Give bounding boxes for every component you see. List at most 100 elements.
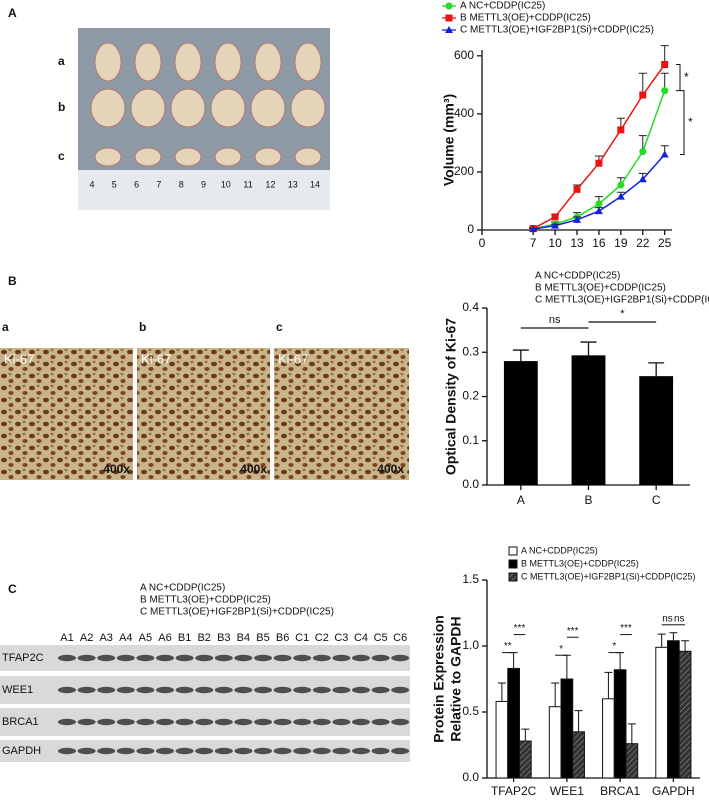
sig-bracket xyxy=(676,64,681,92)
x-tick-label: A xyxy=(517,493,525,507)
band xyxy=(156,747,174,755)
band xyxy=(371,747,390,755)
band xyxy=(273,747,292,755)
sig-label: * xyxy=(620,308,625,320)
x-tick-label: 7 xyxy=(530,236,537,250)
band xyxy=(371,654,390,662)
y-axis-label: Protein Expression xyxy=(431,615,447,743)
sig-label: *** xyxy=(620,623,632,634)
band xyxy=(214,686,233,694)
band xyxy=(332,718,351,726)
x-tick-label: C xyxy=(652,493,661,507)
legend-label: C METTL3(OE)+IGF2BP1(Si)+CDDP(IC25) xyxy=(460,25,654,36)
band xyxy=(214,654,233,662)
magnification: 400x xyxy=(377,462,404,476)
data-point xyxy=(661,61,669,69)
y-tick-label: 0.2 xyxy=(462,389,479,403)
lane-label: B1 xyxy=(178,632,191,644)
legend-swatch xyxy=(508,572,518,582)
ruler-number: 10 xyxy=(221,179,231,189)
data-point xyxy=(616,192,625,200)
band xyxy=(116,747,135,755)
error-bar xyxy=(604,671,613,699)
band xyxy=(332,654,351,662)
band xyxy=(77,654,96,662)
tumor xyxy=(290,88,326,128)
ihc-images xyxy=(0,348,409,480)
band xyxy=(234,686,253,694)
sig-label: *** xyxy=(567,626,579,637)
band xyxy=(156,654,174,662)
y-axis-label: Volume (mm³) xyxy=(441,94,457,186)
lane-label: C2 xyxy=(315,632,329,644)
band xyxy=(116,718,135,726)
sig-label: ns xyxy=(674,613,685,624)
x-tick-label: 0 xyxy=(479,236,486,250)
band xyxy=(58,718,76,726)
data-point xyxy=(573,185,581,193)
bar xyxy=(548,706,562,779)
ruler-number: 8 xyxy=(179,179,184,189)
ruler-number: 7 xyxy=(156,179,161,189)
data-point xyxy=(639,91,647,99)
y-tick-label: 0.0 xyxy=(462,477,479,491)
sig-label: ns xyxy=(549,314,561,326)
tumor xyxy=(294,42,322,82)
legend-marker xyxy=(445,26,453,33)
ruler-number: 4 xyxy=(89,179,94,189)
bar xyxy=(655,646,669,779)
row-label: a xyxy=(58,54,65,68)
band xyxy=(254,654,272,662)
lane-label: C5 xyxy=(374,632,388,644)
band xyxy=(254,686,272,694)
lane-label: C3 xyxy=(334,632,348,644)
legend-label: C METTL3(OE)+IGF2BP1(Si)+CDDP(IC25) xyxy=(535,295,709,306)
tumor xyxy=(134,147,162,167)
ruler-number: 13 xyxy=(288,179,298,189)
band xyxy=(175,686,194,694)
tumor xyxy=(254,147,282,167)
bar xyxy=(602,698,615,779)
lane-label: B3 xyxy=(217,632,230,644)
band xyxy=(273,654,292,662)
lane-label: B2 xyxy=(197,632,210,644)
lane-label: C1 xyxy=(295,632,309,644)
band xyxy=(312,747,331,755)
x-tick-label: 25 xyxy=(658,236,672,250)
y-tick-label: 0.0 xyxy=(462,770,479,784)
bar xyxy=(667,640,680,779)
data-point xyxy=(661,87,669,95)
band xyxy=(175,718,194,726)
error-bar xyxy=(497,682,506,702)
panel-label: C xyxy=(8,582,17,596)
panel-label: B xyxy=(8,274,17,288)
y-tick-label: 0.3 xyxy=(462,344,479,358)
band xyxy=(293,654,312,662)
lane-label: A5 xyxy=(139,632,152,644)
band xyxy=(273,686,292,694)
error-bar xyxy=(657,633,666,648)
sig-bracket xyxy=(680,90,685,156)
row-label: b xyxy=(58,100,65,114)
band xyxy=(136,747,155,755)
band xyxy=(97,654,116,662)
error-bar xyxy=(512,349,529,362)
x-tick-label: 22 xyxy=(636,236,650,250)
y-tick-label: 200 xyxy=(454,164,474,178)
x-tick-label: B xyxy=(584,493,592,507)
sig-label: * xyxy=(559,644,563,655)
band xyxy=(391,747,410,755)
band xyxy=(175,654,194,662)
data-point xyxy=(617,126,625,134)
sig-label: * xyxy=(684,70,689,84)
row-label: c xyxy=(58,149,65,163)
band xyxy=(136,718,155,726)
band xyxy=(116,654,135,662)
band xyxy=(312,654,331,662)
data-point xyxy=(617,181,625,189)
tumor xyxy=(294,147,322,167)
tumor xyxy=(170,88,206,128)
blot-legend: B METTL3(OE)+CDDP(IC25) xyxy=(140,595,271,606)
y-tick-label: 0.5 xyxy=(462,704,479,718)
stain-label: Ki-67 xyxy=(278,351,308,366)
